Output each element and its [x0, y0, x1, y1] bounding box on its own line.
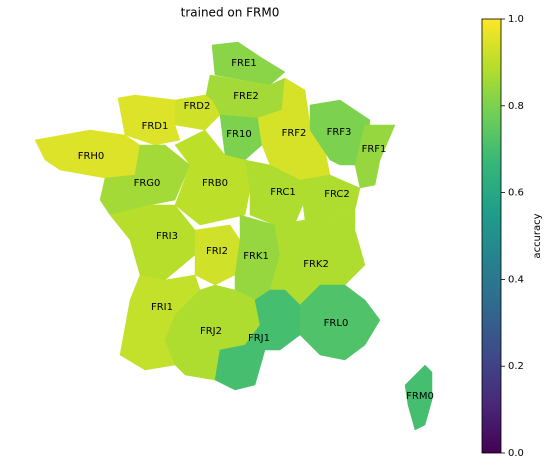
region-label: FRE1: [231, 58, 256, 69]
region: [117, 94, 181, 146]
regions: [34, 41, 433, 431]
region-label: FRC1: [270, 187, 296, 198]
colorbar-tick-label: 1.0: [508, 14, 524, 25]
region-label: FRI1: [151, 302, 173, 313]
region: [214, 289, 301, 391]
map-title: trained on FRM0: [181, 6, 280, 20]
colorbar-tick-label: 0.8: [508, 101, 524, 112]
colorbar-tick-label: 0.0: [508, 448, 524, 459]
region: [354, 124, 396, 189]
region-label: FRL0: [324, 318, 349, 329]
region: [219, 114, 263, 161]
region-label: FRC2: [324, 189, 350, 200]
region-label: FR10: [226, 129, 251, 140]
region: [404, 364, 433, 431]
region-label: FRH0: [78, 151, 105, 162]
region-label: FRJ2: [200, 326, 222, 337]
colorbar-tick-label: 0.6: [508, 188, 524, 199]
region-label: FRF1: [362, 144, 387, 155]
region-label: FRF3: [327, 127, 352, 138]
region: [211, 41, 286, 86]
region-label: FRD1: [142, 121, 169, 132]
region-label: FRM0: [406, 391, 434, 402]
colorbar: [481, 18, 502, 454]
region-label: FRE2: [233, 91, 258, 102]
region: [174, 129, 251, 226]
colorbar-tick-label: 0.4: [508, 274, 524, 285]
region-label: FRJ1: [248, 333, 270, 344]
colorbar-label: accuracy: [532, 213, 543, 258]
region-label: FRG0: [134, 178, 161, 189]
region-label: FRK2: [303, 259, 329, 270]
region: [309, 99, 371, 166]
region: [109, 204, 196, 281]
region-label: FRI2: [206, 246, 228, 257]
region-label: FRF2: [282, 128, 307, 139]
region: [99, 144, 191, 216]
colorbar-tick-label: 0.2: [508, 361, 524, 372]
region: [299, 284, 381, 361]
region-label: FRB0: [202, 178, 228, 189]
region-label: FRI3: [156, 231, 178, 242]
region-label: FRK1: [243, 251, 269, 262]
region-label: FRD2: [184, 101, 211, 112]
